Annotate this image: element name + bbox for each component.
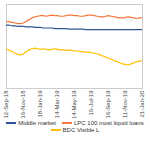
- html-text:LPC 100 most liquid loans: LPC 100 most liquid loans: [74, 120, 144, 126]
- svg-text:16-Nov-18: 16-Nov-18: [20, 90, 26, 118]
- svg-text:14-Mar-19: 14-Mar-19: [54, 90, 60, 118]
- svg-text:18-Jan-19: 18-Jan-19: [37, 90, 43, 118]
- svg-text:16-Sep-19: 16-Sep-19: [105, 90, 111, 118]
- html-text:Middle market: Middle market: [18, 120, 56, 126]
- svg-text:12-Sep-18: 12-Sep-18: [3, 90, 9, 118]
- html-text:BDC Visible L: BDC Visible L: [62, 127, 100, 133]
- svg-text:21-Jan-20: 21-Jan-20: [139, 90, 145, 118]
- svg-text:14-May-19: 14-May-19: [71, 90, 77, 118]
- svg-text:16-Jul-19: 16-Jul-19: [88, 90, 94, 116]
- svg-text:11-Nov-19: 11-Nov-19: [122, 90, 128, 118]
